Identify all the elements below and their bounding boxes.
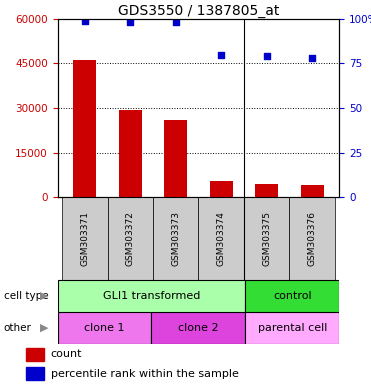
Text: GSM303373: GSM303373	[171, 211, 180, 266]
Text: clone 2: clone 2	[178, 323, 219, 333]
Bar	[62, 197, 108, 280]
Point	[127, 19, 133, 25]
Text: ▶: ▶	[40, 291, 48, 301]
Bar	[151, 312, 246, 344]
Point	[218, 51, 224, 58]
Bar	[164, 120, 187, 197]
Bar	[26, 367, 43, 380]
Text: parental cell: parental cell	[258, 323, 327, 333]
Text: count: count	[51, 349, 82, 359]
Text: clone 1: clone 1	[84, 323, 125, 333]
Bar	[26, 348, 43, 361]
Text: ▶: ▶	[40, 323, 48, 333]
Point	[264, 53, 270, 60]
Bar	[289, 197, 335, 280]
Text: GSM303374: GSM303374	[217, 211, 226, 266]
Bar	[73, 60, 96, 197]
Text: cell type: cell type	[4, 291, 48, 301]
Bar	[119, 109, 142, 197]
Text: GSM303376: GSM303376	[308, 211, 317, 266]
Bar	[58, 280, 246, 312]
Bar	[198, 197, 244, 280]
Text: other: other	[4, 323, 32, 333]
Text: percentile rank within the sample: percentile rank within the sample	[51, 369, 239, 379]
Bar	[255, 184, 278, 197]
Text: GSM303372: GSM303372	[126, 211, 135, 266]
Bar	[58, 312, 151, 344]
Point	[309, 55, 315, 61]
Bar	[108, 197, 153, 280]
Bar	[246, 312, 339, 344]
Bar	[153, 197, 198, 280]
Bar	[244, 197, 289, 280]
Text: GSM303371: GSM303371	[80, 211, 89, 266]
Bar	[210, 181, 233, 197]
Point	[82, 18, 88, 24]
Title: GDS3550 / 1387805_at: GDS3550 / 1387805_at	[118, 4, 279, 18]
Bar	[301, 185, 324, 197]
Text: GLI1 transformed: GLI1 transformed	[103, 291, 200, 301]
Bar	[246, 280, 339, 312]
Text: GSM303375: GSM303375	[262, 211, 271, 266]
Point	[173, 19, 179, 25]
Text: control: control	[273, 291, 312, 301]
